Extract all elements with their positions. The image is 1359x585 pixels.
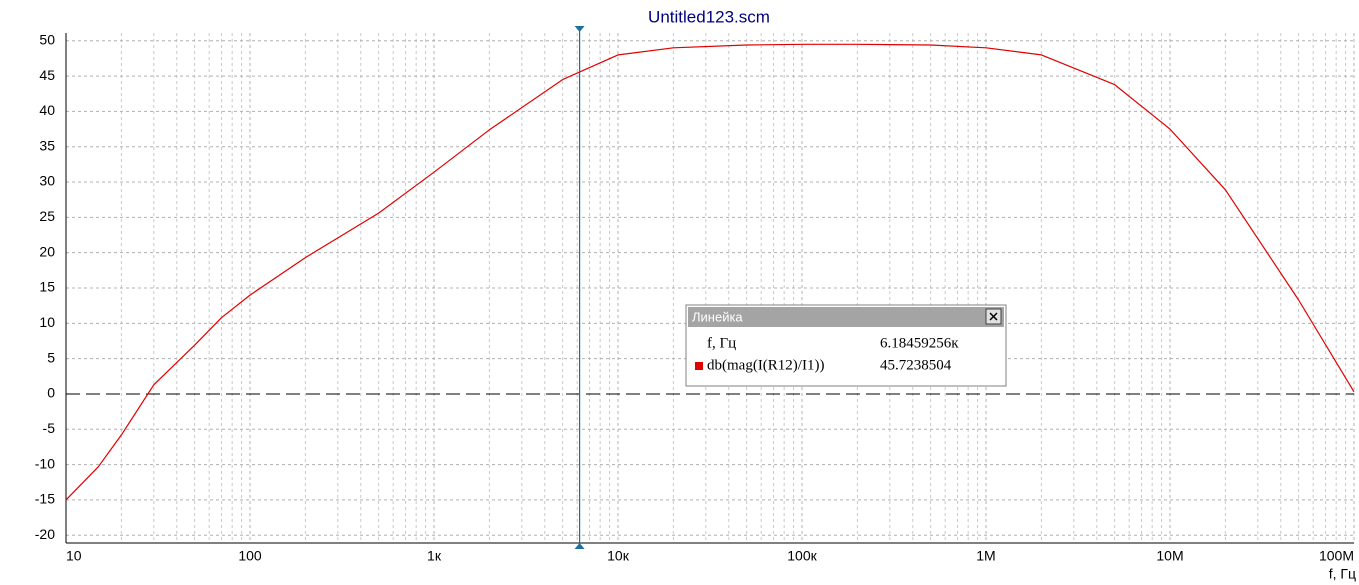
ruler-x-name: f, Гц [707, 335, 736, 351]
y-tick-label: -10 [35, 455, 55, 471]
cursor-handle [574, 543, 585, 549]
plot [65, 26, 1355, 549]
legend-entry: db(mag(I(R12)/I1)) [707, 357, 824, 373]
x-tick-label: 10 [66, 548, 82, 564]
y-tick-label: 5 [47, 349, 55, 365]
y-tick-label: -5 [43, 420, 56, 436]
ruler-y-value: 45.7238504 [880, 357, 952, 373]
x-tick-label: 100 [238, 548, 262, 564]
ruler-title: Линейка [692, 309, 743, 324]
y-tick-label: 50 [39, 31, 55, 47]
x-axis-label: f, Гц [1329, 566, 1356, 582]
series-line [65, 43, 1355, 501]
ruler-titlebar [688, 307, 1004, 327]
y-tick-label: -15 [35, 491, 55, 507]
y-tick-label: 20 [39, 243, 55, 259]
x-tick-label: 10к [607, 548, 630, 564]
y-tick-label: 35 [39, 137, 55, 153]
x-tick-label: 1М [976, 548, 995, 564]
x-tick-label: 100к [787, 548, 817, 564]
y-tick-label: -20 [35, 526, 55, 542]
ruler[interactable]: Линейка f, Гц 6.18459256к db(mag(I(R12)/… [685, 304, 1007, 387]
ruler-x-value: 6.18459256к [880, 335, 959, 351]
legend-swatch [695, 362, 703, 370]
y-tick-label: 0 [47, 385, 55, 401]
close-icon [989, 312, 998, 321]
x-tick-label: 10М [1156, 548, 1183, 564]
y-tick-label: 25 [39, 208, 55, 224]
x-tick-label: 1к [427, 548, 442, 564]
cursor-handle [574, 26, 585, 32]
chart-title: Untitled123.scm [648, 7, 770, 26]
y-tick-label: 40 [39, 102, 55, 118]
y-tick-label: 15 [39, 279, 55, 295]
y-tick-label: 30 [39, 173, 55, 189]
y-tick-label: 45 [39, 67, 55, 83]
x-tick-label: 100М [1319, 548, 1354, 564]
y-tick-label: 10 [39, 314, 55, 330]
